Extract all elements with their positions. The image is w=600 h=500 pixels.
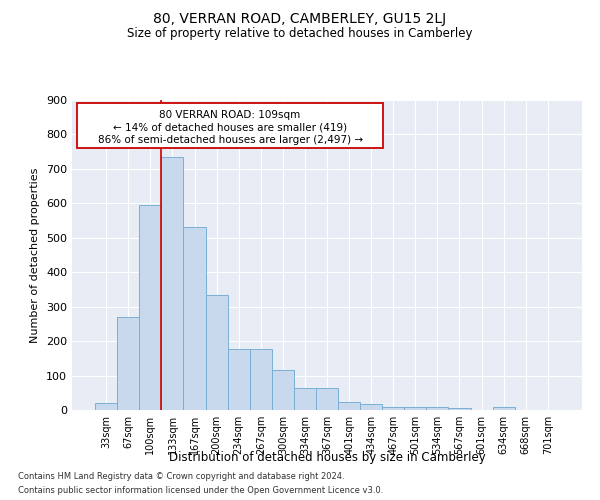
Bar xyxy=(404,407,427,410)
Bar xyxy=(227,348,250,410)
Bar xyxy=(294,388,316,410)
Bar xyxy=(316,388,338,410)
Bar xyxy=(382,406,404,410)
Text: 80, VERRAN ROAD, CAMBERLEY, GU15 2LJ: 80, VERRAN ROAD, CAMBERLEY, GU15 2LJ xyxy=(154,12,446,26)
Bar xyxy=(161,157,184,410)
Bar xyxy=(448,408,470,410)
Bar xyxy=(427,407,448,410)
Text: Distribution of detached houses by size in Camberley: Distribution of detached houses by size … xyxy=(169,451,485,464)
Bar xyxy=(139,205,161,410)
FancyBboxPatch shape xyxy=(77,103,383,148)
Text: Contains HM Land Registry data © Crown copyright and database right 2024.: Contains HM Land Registry data © Crown c… xyxy=(18,472,344,481)
Text: 86% of semi-detached houses are larger (2,497) →: 86% of semi-detached houses are larger (… xyxy=(98,134,362,144)
Bar xyxy=(272,370,294,410)
Bar xyxy=(117,317,139,410)
Text: Contains public sector information licensed under the Open Government Licence v3: Contains public sector information licen… xyxy=(18,486,383,495)
Bar xyxy=(360,404,382,410)
Bar xyxy=(184,228,206,410)
Text: ← 14% of detached houses are smaller (419): ← 14% of detached houses are smaller (41… xyxy=(113,122,347,132)
Bar xyxy=(338,402,360,410)
Bar xyxy=(95,403,117,410)
Bar xyxy=(493,407,515,410)
Text: 80 VERRAN ROAD: 109sqm: 80 VERRAN ROAD: 109sqm xyxy=(160,110,301,120)
Bar xyxy=(250,348,272,410)
Y-axis label: Number of detached properties: Number of detached properties xyxy=(31,168,40,342)
Text: Size of property relative to detached houses in Camberley: Size of property relative to detached ho… xyxy=(127,28,473,40)
Bar xyxy=(206,294,227,410)
